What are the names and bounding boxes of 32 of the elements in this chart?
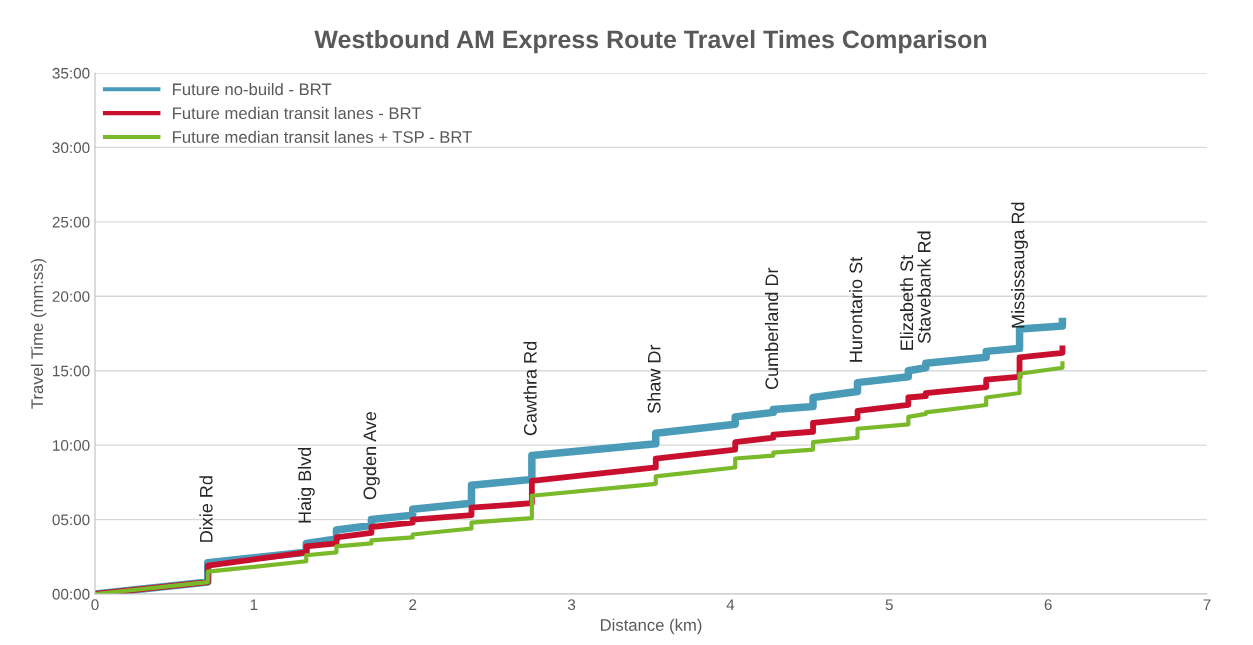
annotation: Dixie Rd: [199, 476, 213, 542]
annotation: Haig Blvd: [297, 447, 315, 523]
x-tick-label: 6: [1044, 599, 1052, 611]
annotation: Ogden Ave: [363, 411, 380, 500]
legend-label: Future no-build - BRT: [173, 83, 332, 96]
y-tick-label: 15:00: [53, 365, 90, 377]
annotation: Stavebank Rd: [917, 231, 931, 344]
x-tick-label: 3: [567, 599, 576, 611]
y-tick-label: 25:00: [52, 216, 90, 228]
annotation: Hurontario St: [849, 256, 863, 362]
annotation: Elizabeth St: [899, 255, 914, 350]
y-tick-label: 00:00: [52, 588, 90, 600]
y-tick-label: 05:00: [52, 514, 90, 526]
x-tick-label: 2: [409, 599, 417, 610]
annotation: Shaw Dr: [647, 344, 661, 413]
x-axis-title: Distance (km): [600, 618, 702, 635]
x-tick-label: 1: [250, 599, 258, 610]
legend-label: Future median transit lanes + TSP - BRT: [173, 130, 472, 143]
y-axis-title: Travel Time (mm:ss): [30, 258, 47, 409]
y-tick-label: 10:00: [53, 440, 90, 451]
chart-title: Westbound AM Express Route Travel Times Comparison: [314, 29, 987, 54]
x-tick-label: 5: [885, 599, 893, 611]
x-tick-label: 7: [1203, 599, 1211, 610]
y-tick-label: 30:00: [52, 142, 90, 154]
y-tick-label: 20:00: [52, 291, 90, 302]
legend-label: Future median transit lanes - BRT: [173, 106, 422, 120]
annotation: Cawthra Rd: [523, 341, 537, 436]
x-tick-label: 4: [726, 599, 735, 610]
annotation: Mississauga Rd: [1011, 202, 1028, 328]
y-tick-label: 35:00: [52, 67, 90, 79]
x-tick-label: 0: [91, 599, 99, 611]
annotation: Cumberland Dr: [764, 267, 779, 390]
